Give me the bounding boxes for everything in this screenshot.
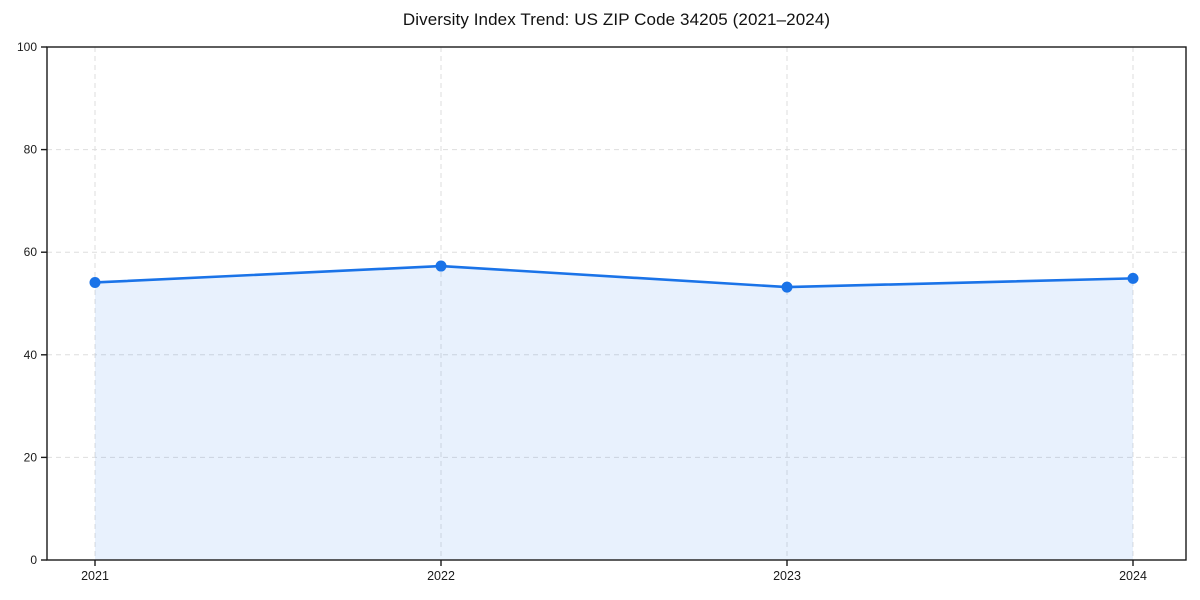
area-fill (95, 266, 1133, 560)
trend-line (93, 264, 1135, 289)
y-tick-label: 20 (24, 450, 38, 464)
y-tick-label: 40 (24, 348, 38, 362)
y-tick-label: 100 (17, 40, 37, 54)
data-point (435, 260, 447, 272)
y-tick-label: 60 (24, 245, 38, 259)
x-tick-label: 2024 (1119, 569, 1147, 583)
x-tick-label: 2023 (773, 569, 801, 583)
data-point (89, 276, 101, 288)
y-tick-label: 0 (30, 553, 37, 567)
data-point (1127, 272, 1139, 284)
x-tick-label: 2022 (427, 569, 455, 583)
plot-border (46, 46, 1187, 561)
x-tick-label: 2021 (81, 569, 109, 583)
chart-title: Diversity Index Trend: US ZIP Code 34205… (402, 10, 831, 29)
data-point (781, 281, 793, 293)
y-tick-label: 80 (24, 143, 38, 157)
